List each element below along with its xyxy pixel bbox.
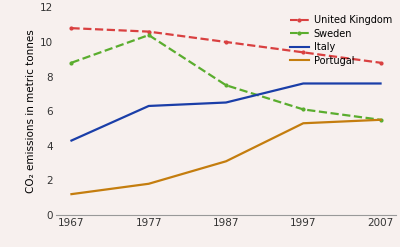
United Kingdom bbox=[301, 51, 306, 54]
Line: Italy: Italy bbox=[72, 83, 380, 141]
United Kingdom bbox=[69, 27, 74, 30]
Line: United Kingdom: United Kingdom bbox=[69, 25, 383, 65]
Y-axis label: CO₂ emissions in metric tonnes: CO₂ emissions in metric tonnes bbox=[26, 29, 36, 193]
Portugal bbox=[224, 160, 228, 163]
Sweden bbox=[301, 108, 306, 111]
Sweden bbox=[69, 61, 74, 64]
Sweden bbox=[224, 84, 228, 87]
United Kingdom bbox=[224, 41, 228, 43]
Line: Sweden: Sweden bbox=[69, 32, 383, 123]
United Kingdom bbox=[146, 30, 151, 33]
Sweden bbox=[378, 118, 383, 121]
Italy bbox=[378, 82, 383, 85]
Italy bbox=[224, 101, 228, 104]
Sweden bbox=[146, 34, 151, 37]
Portugal bbox=[69, 193, 74, 196]
Italy bbox=[69, 139, 74, 142]
Legend: United Kingdom, Sweden, Italy, Portugal: United Kingdom, Sweden, Italy, Portugal bbox=[287, 13, 395, 69]
United Kingdom bbox=[378, 61, 383, 64]
Portugal bbox=[146, 182, 151, 185]
Italy bbox=[301, 82, 306, 85]
Line: Portugal: Portugal bbox=[72, 120, 380, 194]
Italy bbox=[146, 104, 151, 107]
Portugal bbox=[378, 118, 383, 121]
Portugal bbox=[301, 122, 306, 125]
